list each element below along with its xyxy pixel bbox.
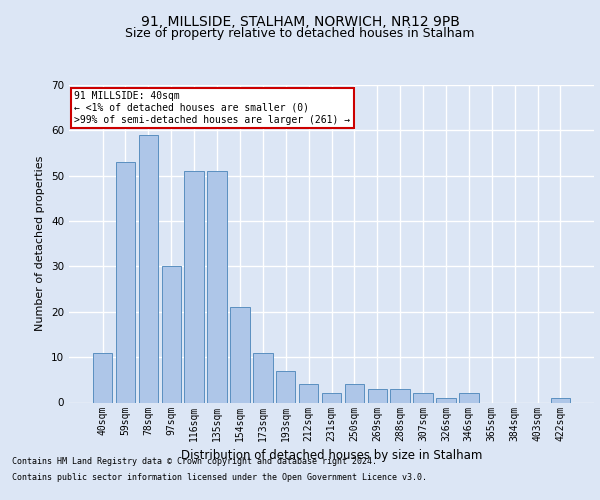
Bar	[391, 389, 410, 402]
Bar	[253, 352, 272, 403]
Bar	[413, 394, 433, 402]
Text: Size of property relative to detached houses in Stalham: Size of property relative to detached ho…	[125, 28, 475, 40]
Bar	[299, 384, 319, 402]
Bar	[551, 398, 570, 402]
Bar	[322, 394, 341, 402]
Text: Contains public sector information licensed under the Open Government Licence v3: Contains public sector information licen…	[12, 472, 427, 482]
Bar	[93, 352, 112, 403]
Text: 91, MILLSIDE, STALHAM, NORWICH, NR12 9PB: 91, MILLSIDE, STALHAM, NORWICH, NR12 9PB	[140, 15, 460, 29]
Y-axis label: Number of detached properties: Number of detached properties	[35, 156, 46, 332]
Bar	[139, 135, 158, 402]
Bar	[230, 307, 250, 402]
X-axis label: Distribution of detached houses by size in Stalham: Distribution of detached houses by size …	[181, 449, 482, 462]
Bar	[116, 162, 135, 402]
Bar	[459, 394, 479, 402]
Bar	[344, 384, 364, 402]
Bar	[184, 171, 204, 402]
Text: Contains HM Land Registry data © Crown copyright and database right 2024.: Contains HM Land Registry data © Crown c…	[12, 458, 377, 466]
Text: 91 MILLSIDE: 40sqm
← <1% of detached houses are smaller (0)
>99% of semi-detache: 91 MILLSIDE: 40sqm ← <1% of detached hou…	[74, 92, 350, 124]
Bar	[208, 171, 227, 402]
Bar	[436, 398, 455, 402]
Bar	[161, 266, 181, 402]
Bar	[276, 371, 295, 402]
Bar	[368, 389, 387, 402]
